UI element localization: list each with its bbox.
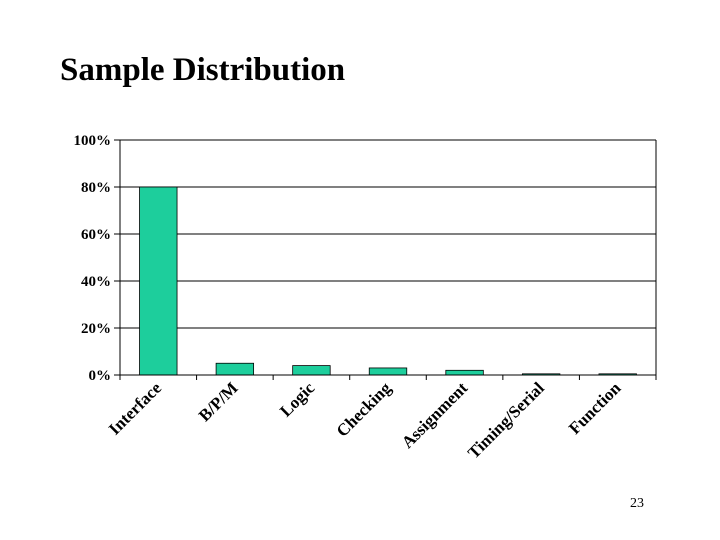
bar [368, 367, 408, 376]
x-tick-label: Function [565, 378, 625, 438]
bar [215, 362, 255, 376]
page-number: 23 [630, 496, 644, 511]
slide-title: Sample Distribution [60, 52, 346, 88]
bar [292, 365, 331, 376]
gridlines [120, 139, 656, 329]
x-tick-label: Timing/Serial [464, 378, 548, 462]
x-tick-label: Logic [276, 378, 318, 420]
y-tick-label: 0% [89, 368, 112, 384]
x-tick-label: B/P/M [195, 378, 242, 425]
x-tick-labels: Interface B/P/M Logic Checking AssignmentTim… [105, 378, 625, 462]
y-tick-label: 80% [81, 180, 111, 196]
y-tick-labels: 0% 20% 40% 60% 80% 100% [74, 133, 112, 384]
x-tick-label: Interface [105, 378, 165, 438]
x-tick-label: Assignment [398, 378, 472, 452]
y-tick-label: 20% [81, 321, 111, 337]
bar [139, 186, 178, 376]
y-tick-label: 40% [81, 274, 111, 290]
y-tick-label: 100% [74, 133, 112, 149]
y-tick-label: 60% [81, 227, 111, 243]
x-tick-label: Checking [333, 378, 396, 441]
axes [114, 139, 657, 380]
bars [139, 186, 637, 376]
bar-chart: 0% 20% 40% 60% 80% 100% Interface B/P/M Logic Ch… [74, 133, 657, 462]
bar [445, 369, 484, 376]
